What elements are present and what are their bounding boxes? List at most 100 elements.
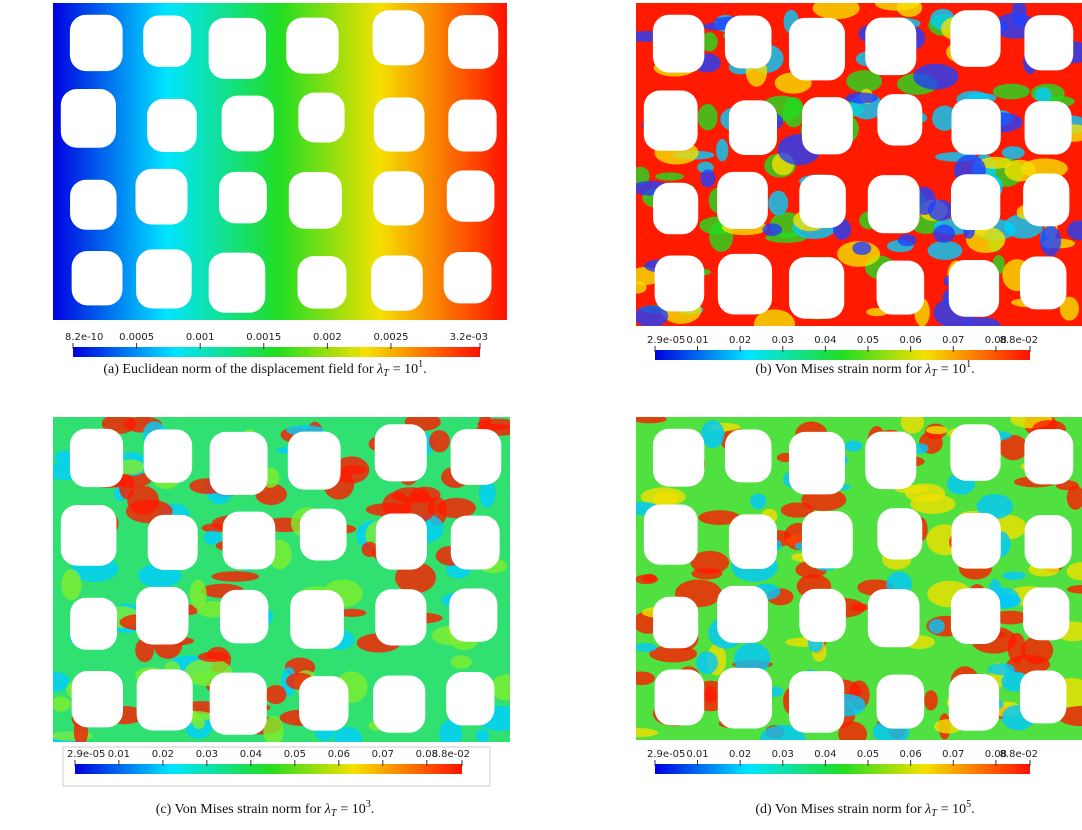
strain-patch: [753, 309, 796, 326]
mesh-hole: [446, 672, 495, 726]
caption: (d) Von Mises strain norm for λT = 105.: [755, 799, 974, 819]
strain-patch: [189, 579, 207, 609]
caption-subscript: T: [331, 808, 338, 819]
strain-patch: [649, 645, 697, 663]
strain-patch: [762, 223, 783, 237]
mesh-hole: [219, 589, 269, 644]
strain-patch: [53, 696, 71, 712]
mesh-image: [53, 3, 507, 320]
strain-patch: [263, 715, 284, 742]
caption-end: .: [971, 362, 975, 377]
mesh-hole: [143, 429, 193, 483]
mesh-hole: [948, 673, 1000, 731]
colorbar-tick-label: 0.07: [942, 749, 964, 760]
strain-patch: [479, 417, 492, 432]
strain-patch: [979, 156, 1013, 169]
colorbar-tick-label: 0.03: [196, 749, 218, 760]
mesh-hole: [375, 513, 427, 570]
strain-patch: [932, 105, 958, 131]
mesh-hole: [653, 182, 699, 235]
strain-patch: [900, 417, 925, 434]
mesh-hole: [1023, 587, 1070, 641]
mesh-hole: [876, 674, 925, 729]
colorbar-tick-label: 0.0005: [119, 332, 154, 343]
strain-patch: [1001, 146, 1025, 160]
colorbar: [73, 347, 480, 357]
mesh-hole: [371, 255, 423, 311]
mesh-hole: [652, 428, 705, 487]
caption-text: Von Mises strain norm for: [775, 362, 922, 377]
mesh-hole: [288, 172, 342, 229]
strain-patch: [925, 425, 948, 435]
colorbar-tick-label: 0.07: [372, 749, 394, 760]
colorbar-tick-label: 8.8e-02: [1000, 749, 1038, 760]
panel: 2.9e-05 0.01 0.02 0.03 0.04 0.05 0.06 0.07 0.088…: [53, 417, 510, 819]
mesh-hole: [450, 515, 500, 570]
strain-patch: [1002, 571, 1027, 580]
mesh-hole: [1024, 15, 1074, 71]
mesh-hole: [60, 504, 117, 566]
mesh-hole: [950, 174, 1001, 230]
strain-patch: [337, 608, 367, 617]
strain-patch: [924, 690, 938, 711]
caption-symbol: λ: [924, 362, 931, 377]
mesh-hole: [135, 168, 188, 225]
colorbar-tick-label: 0.05: [284, 749, 306, 760]
strain-patch: [395, 562, 436, 594]
strain-patch: [636, 671, 655, 686]
strain-patch: [1006, 654, 1051, 675]
colorbar-tick-label: 0.001: [186, 332, 215, 343]
strain-patch: [928, 619, 945, 634]
strain-patch: [701, 420, 725, 449]
mesh-hole: [147, 98, 197, 152]
mesh-hole: [877, 508, 923, 560]
mesh-hole: [1019, 670, 1067, 724]
colorbar-tick-label: 0.03: [772, 335, 794, 346]
mesh-hole: [643, 504, 698, 565]
mesh-hole: [1024, 101, 1072, 155]
colorbar-tick-label: 0.06: [900, 749, 922, 760]
strain-patch: [119, 474, 135, 500]
mesh-hole: [788, 17, 846, 81]
strain-patch: [333, 726, 363, 742]
mesh-hole: [788, 431, 846, 495]
mesh-hole: [1023, 173, 1070, 227]
colorbar-tick-label: 2.9e-05: [647, 335, 685, 346]
strain-patch: [636, 643, 658, 653]
strain-patch: [991, 610, 1029, 625]
strain-patch: [912, 443, 929, 454]
colorbar-tick-label: 2.9e-05: [647, 749, 685, 760]
strain-patch: [340, 465, 367, 475]
mesh-image: [636, 3, 1082, 326]
mesh-hole: [208, 17, 267, 79]
mesh-hole: [290, 590, 344, 649]
colorbar-tick-label: 8.8e-02: [432, 749, 470, 760]
strain-patch: [897, 234, 917, 247]
strain-patch: [436, 497, 476, 519]
strain-patch: [478, 478, 496, 508]
caption-subscript: T: [931, 368, 938, 379]
panel: 2.9e-05 0.01 0.02 0.03 0.04 0.05 0.06 0.07 0.088…: [636, 417, 1082, 819]
mesh-hole: [724, 429, 772, 483]
caption-subscript: T: [383, 368, 390, 379]
mesh-hole: [1024, 429, 1074, 485]
colorbar-tick-label: 0.07: [942, 335, 964, 346]
mesh-hole: [728, 514, 778, 569]
mesh-image: [636, 417, 1082, 740]
mesh-hole: [446, 170, 495, 222]
mesh-hole: [373, 171, 424, 226]
mesh-hole: [801, 97, 853, 155]
strain-patch: [197, 651, 229, 662]
strain-patch: [760, 724, 806, 740]
caption: (c) Von Mises strain norm for λT = 103.: [156, 799, 375, 819]
mesh-hole: [60, 88, 116, 148]
mesh-hole: [1019, 256, 1067, 310]
strain-patch: [913, 63, 959, 90]
caption-label: (a): [103, 362, 119, 377]
colorbar-tick-label: 0.06: [900, 335, 922, 346]
strain-patch: [992, 83, 1030, 100]
caption: (a) Euclidean norm of the displacement f…: [103, 359, 426, 379]
colorbar-tick-label: 3.2e-03: [450, 332, 488, 343]
strain-patch: [429, 430, 450, 453]
strain-patch: [1067, 220, 1082, 241]
